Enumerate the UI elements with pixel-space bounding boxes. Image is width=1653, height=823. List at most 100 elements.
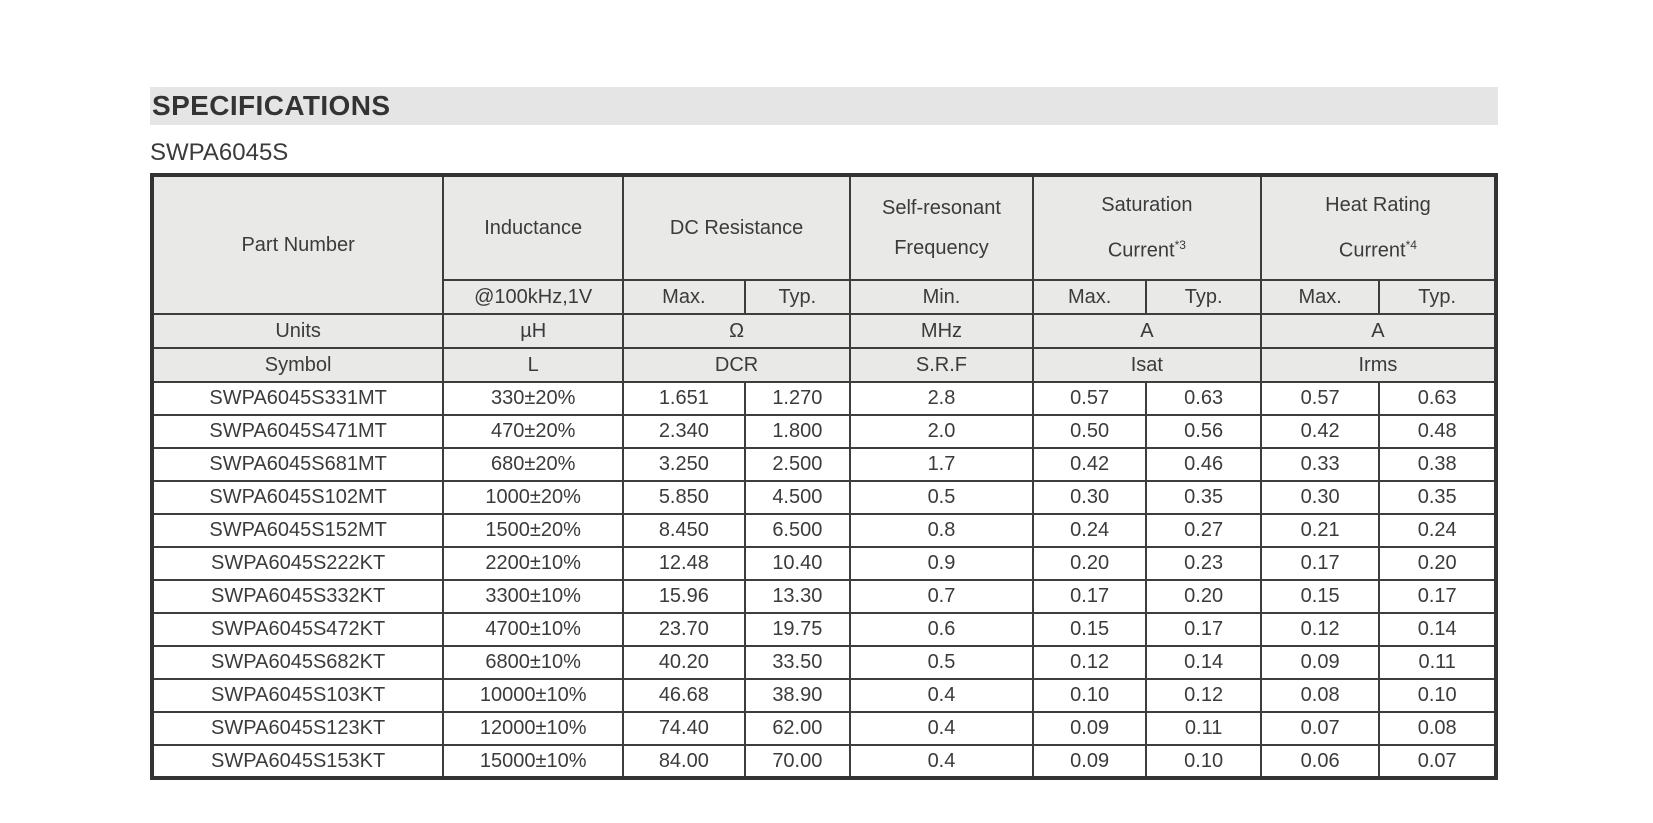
value-cell: 0.57 [1031, 381, 1148, 416]
value-cell: 0.27 [1145, 513, 1262, 548]
footnote-marker: *4 [1405, 238, 1417, 253]
value-cell: 0.08 [1259, 678, 1381, 713]
value-cell: 0.12 [1145, 678, 1262, 713]
value-cell: 40.20 [622, 645, 746, 680]
value-cell: 0.9 [849, 546, 1034, 581]
part-number-cell: SWPA6045S123KT [150, 711, 445, 746]
value-cell: 1.800 [743, 414, 852, 449]
value-cell: 8.450 [622, 513, 746, 548]
value-cell: 0.20 [1145, 579, 1262, 614]
part-number-cell: SWPA6045S682KT [150, 645, 445, 680]
header-text: Current [1107, 239, 1175, 262]
part-number-cell: SWPA6045S681MT [150, 447, 445, 482]
value-cell: 0.06 [1259, 744, 1381, 779]
col-header-dc-resistance: DC Resistance [622, 174, 852, 281]
header-line: Saturation [1101, 194, 1193, 217]
value-cell: 0.56 [1145, 414, 1262, 449]
symbol-srf: S.R.F [849, 347, 1034, 383]
value-cell: 0.4 [849, 744, 1034, 779]
specifications-table: Part Number Inductance DC Resistance Sel… [150, 173, 1498, 780]
part-number-cell: SWPA6045S152MT [150, 513, 445, 548]
value-cell: 0.11 [1378, 645, 1497, 680]
value-cell: 0.4 [849, 711, 1034, 746]
value-cell: 0.24 [1031, 513, 1148, 548]
symbol-dc-resistance: DCR [622, 347, 852, 383]
table-row: SWPA6045S123KT 12000±10% 74.40 62.00 0.4 0.09… [150, 711, 1497, 746]
value-cell: 0.5 [849, 645, 1034, 680]
value-cell: 1.270 [743, 381, 852, 416]
part-number-cell: SWPA6045S153KT [150, 744, 445, 779]
table-header-row-sub: @100kHz,1V Max. Typ. Min. Max. Typ. Max.… [152, 279, 1497, 315]
value-cell: 0.48 [1378, 414, 1497, 449]
table-row: SWPA6045S222KT 2200±10% 12.48 10.40 0.9 0.20 0… [150, 546, 1497, 581]
header-line: Current*4 [1264, 225, 1492, 271]
value-cell: 23.70 [622, 612, 746, 647]
table-row: SWPA6045S153KT 15000±10% 84.00 70.00 0.4 0.09… [150, 744, 1497, 779]
value-cell: 0.57 [1259, 381, 1381, 416]
col-header-inductance: Inductance [442, 174, 625, 281]
value-cell: 0.6 [849, 612, 1034, 647]
value-cell: 0.09 [1031, 711, 1148, 746]
value-cell: 0.63 [1145, 381, 1262, 416]
value-cell: 0.5 [849, 480, 1034, 515]
units-row-label: Units [150, 313, 445, 349]
table-header-row-main: Part Number Inductance DC Resistance Sel… [150, 174, 1498, 315]
value-cell: 0.07 [1259, 711, 1381, 746]
value-cell: 12000±10% [442, 711, 625, 746]
header-line: Frequency [894, 237, 989, 259]
value-cell: 0.10 [1378, 678, 1497, 713]
value-cell: 38.90 [743, 678, 852, 713]
value-cell: 0.20 [1031, 546, 1148, 581]
value-cell: 70.00 [743, 744, 852, 779]
table-row: SWPA6045S102MT 1000±20% 5.850 4.500 0.5 0.30 0… [150, 480, 1497, 515]
value-cell: 2.0 [849, 414, 1034, 449]
symbol-row-label: Symbol [150, 347, 445, 383]
value-cell: 3300±10% [442, 579, 625, 614]
value-cell: 0.08 [1378, 711, 1497, 746]
value-cell: 0.35 [1378, 480, 1497, 515]
value-cell: 0.23 [1145, 546, 1262, 581]
value-cell: 10000±10% [442, 678, 625, 713]
value-cell: 0.17 [1378, 579, 1497, 614]
value-cell: 1.651 [622, 381, 746, 416]
header-line: Heat Rating [1325, 194, 1431, 217]
value-cell: 0.50 [1031, 414, 1148, 449]
table-row: SWPA6045S332KT 3300±10% 15.96 13.30 0.7 0.17 0… [150, 579, 1497, 614]
table-row: SWPA6045S152MT 1500±20% 8.450 6.500 0.8 0.24 0… [150, 513, 1497, 548]
value-cell: 6.500 [743, 513, 852, 548]
table-units-row: Units µH Ω MHz A A [150, 313, 1498, 349]
value-cell: 6800±10% [442, 645, 625, 680]
part-number-cell: SWPA6045S331MT [150, 381, 445, 416]
value-cell: 0.17 [1145, 612, 1262, 647]
value-cell: 0.4 [849, 678, 1034, 713]
units-isat: A [1031, 313, 1262, 349]
value-cell: 0.15 [1031, 612, 1148, 647]
col-header-part-number: Part Number [150, 174, 445, 315]
value-cell: 0.12 [1259, 612, 1381, 647]
value-cell: 0.38 [1378, 447, 1497, 482]
value-cell: 13.30 [743, 579, 852, 614]
value-cell: 15.96 [622, 579, 746, 614]
part-series-title: SWPA6045S [150, 139, 289, 166]
part-number-cell: SWPA6045S222KT [150, 546, 445, 581]
value-cell: 680±20% [442, 447, 625, 482]
value-cell: 0.30 [1259, 480, 1381, 515]
units-inductance: µH [442, 313, 625, 349]
table-row: SWPA6045S103KT 10000±10% 46.68 38.90 0.4 0.10… [150, 678, 1497, 713]
value-cell: 19.75 [743, 612, 852, 647]
value-cell: 46.68 [622, 678, 746, 713]
table-body: SWPA6045S331MT 330±20% 1.651 1.270 2.8 0.57 0.… [150, 381, 1497, 779]
value-cell: 1500±20% [442, 513, 625, 548]
section-title-bar: SPECIFICATIONS [150, 87, 1498, 125]
sub-header-inductance-condition: @100kHz,1V [442, 279, 625, 315]
footnote-marker: *3 [1174, 238, 1186, 253]
table-row: SWPA6045S331MT 330±20% 1.651 1.270 2.8 0.57 0.… [150, 381, 1497, 416]
table-symbol-row: Symbol L DCR S.R.F Isat Irms [150, 347, 1498, 383]
table-row: SWPA6045S472KT 4700±10% 23.70 19.75 0.6 0.15 0… [150, 612, 1497, 647]
value-cell: 0.15 [1259, 579, 1381, 614]
value-cell: 0.07 [1378, 744, 1497, 779]
value-cell: 0.11 [1145, 711, 1262, 746]
sub-header-dcr-max: Max. [622, 279, 746, 315]
value-cell: 0.09 [1259, 645, 1381, 680]
value-cell: 2.340 [622, 414, 746, 449]
